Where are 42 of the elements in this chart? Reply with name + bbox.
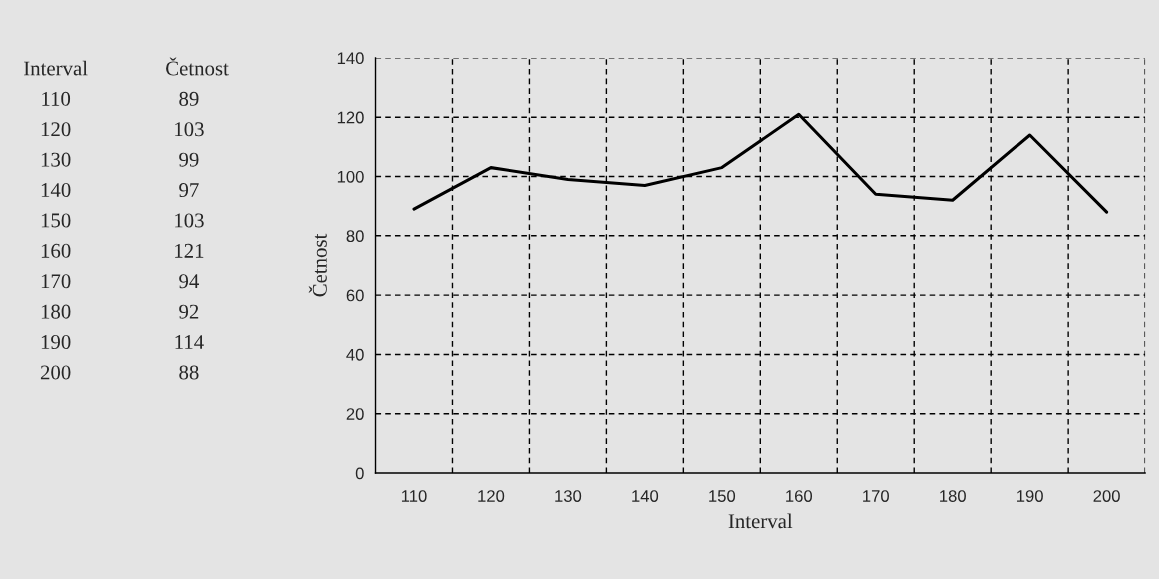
y-tick-label: 40: [346, 348, 364, 361]
text: 97: [179, 183, 199, 198]
y-tick-label: 20: [346, 408, 364, 420]
text: Četnost: [166, 57, 229, 76]
text: Interval: [23, 60, 88, 76]
x-tick-label: 170: [863, 490, 889, 502]
text: 130: [41, 152, 71, 167]
text: 110: [42, 91, 71, 106]
x-tick-label: 150: [709, 490, 736, 502]
text: 88: [179, 365, 199, 380]
text: 120: [41, 122, 71, 137]
text: 160: [41, 243, 71, 258]
text: 121: [175, 243, 204, 258]
text: 99: [179, 152, 199, 167]
x-tick-label: 190: [1017, 490, 1043, 502]
text: 114: [175, 335, 204, 349]
y-axis-title: Četnost: [308, 233, 327, 297]
text: 103: [175, 213, 204, 228]
x-tick-label: 140: [632, 490, 659, 502]
text: 92: [179, 304, 199, 319]
text: 94: [179, 274, 200, 289]
x-tick-label: 160: [786, 490, 813, 502]
x-tick-label: 110: [401, 490, 427, 502]
y-tick-label: 80: [346, 230, 364, 243]
x-tick-label: 200: [1093, 490, 1120, 502]
y-tick-label: 0: [355, 467, 364, 480]
text: 89: [179, 91, 199, 106]
y-tick-label: 60: [346, 289, 364, 302]
x-tick-label: 130: [555, 490, 582, 502]
text: 190: [41, 334, 71, 350]
text: 103: [175, 122, 204, 137]
x-axis-title: Interval: [728, 513, 793, 529]
text: 180: [41, 304, 71, 319]
x-tick-label: 120: [478, 490, 505, 502]
text: 200: [40, 365, 71, 380]
text: 140: [41, 183, 71, 198]
y-tick-label: 120: [337, 111, 364, 124]
x-tick-label: 180: [940, 490, 966, 502]
y-tick-label: 100: [337, 170, 364, 183]
text: 170: [41, 274, 71, 289]
text: 150: [41, 213, 71, 228]
y-tick-label: 140: [337, 52, 364, 65]
